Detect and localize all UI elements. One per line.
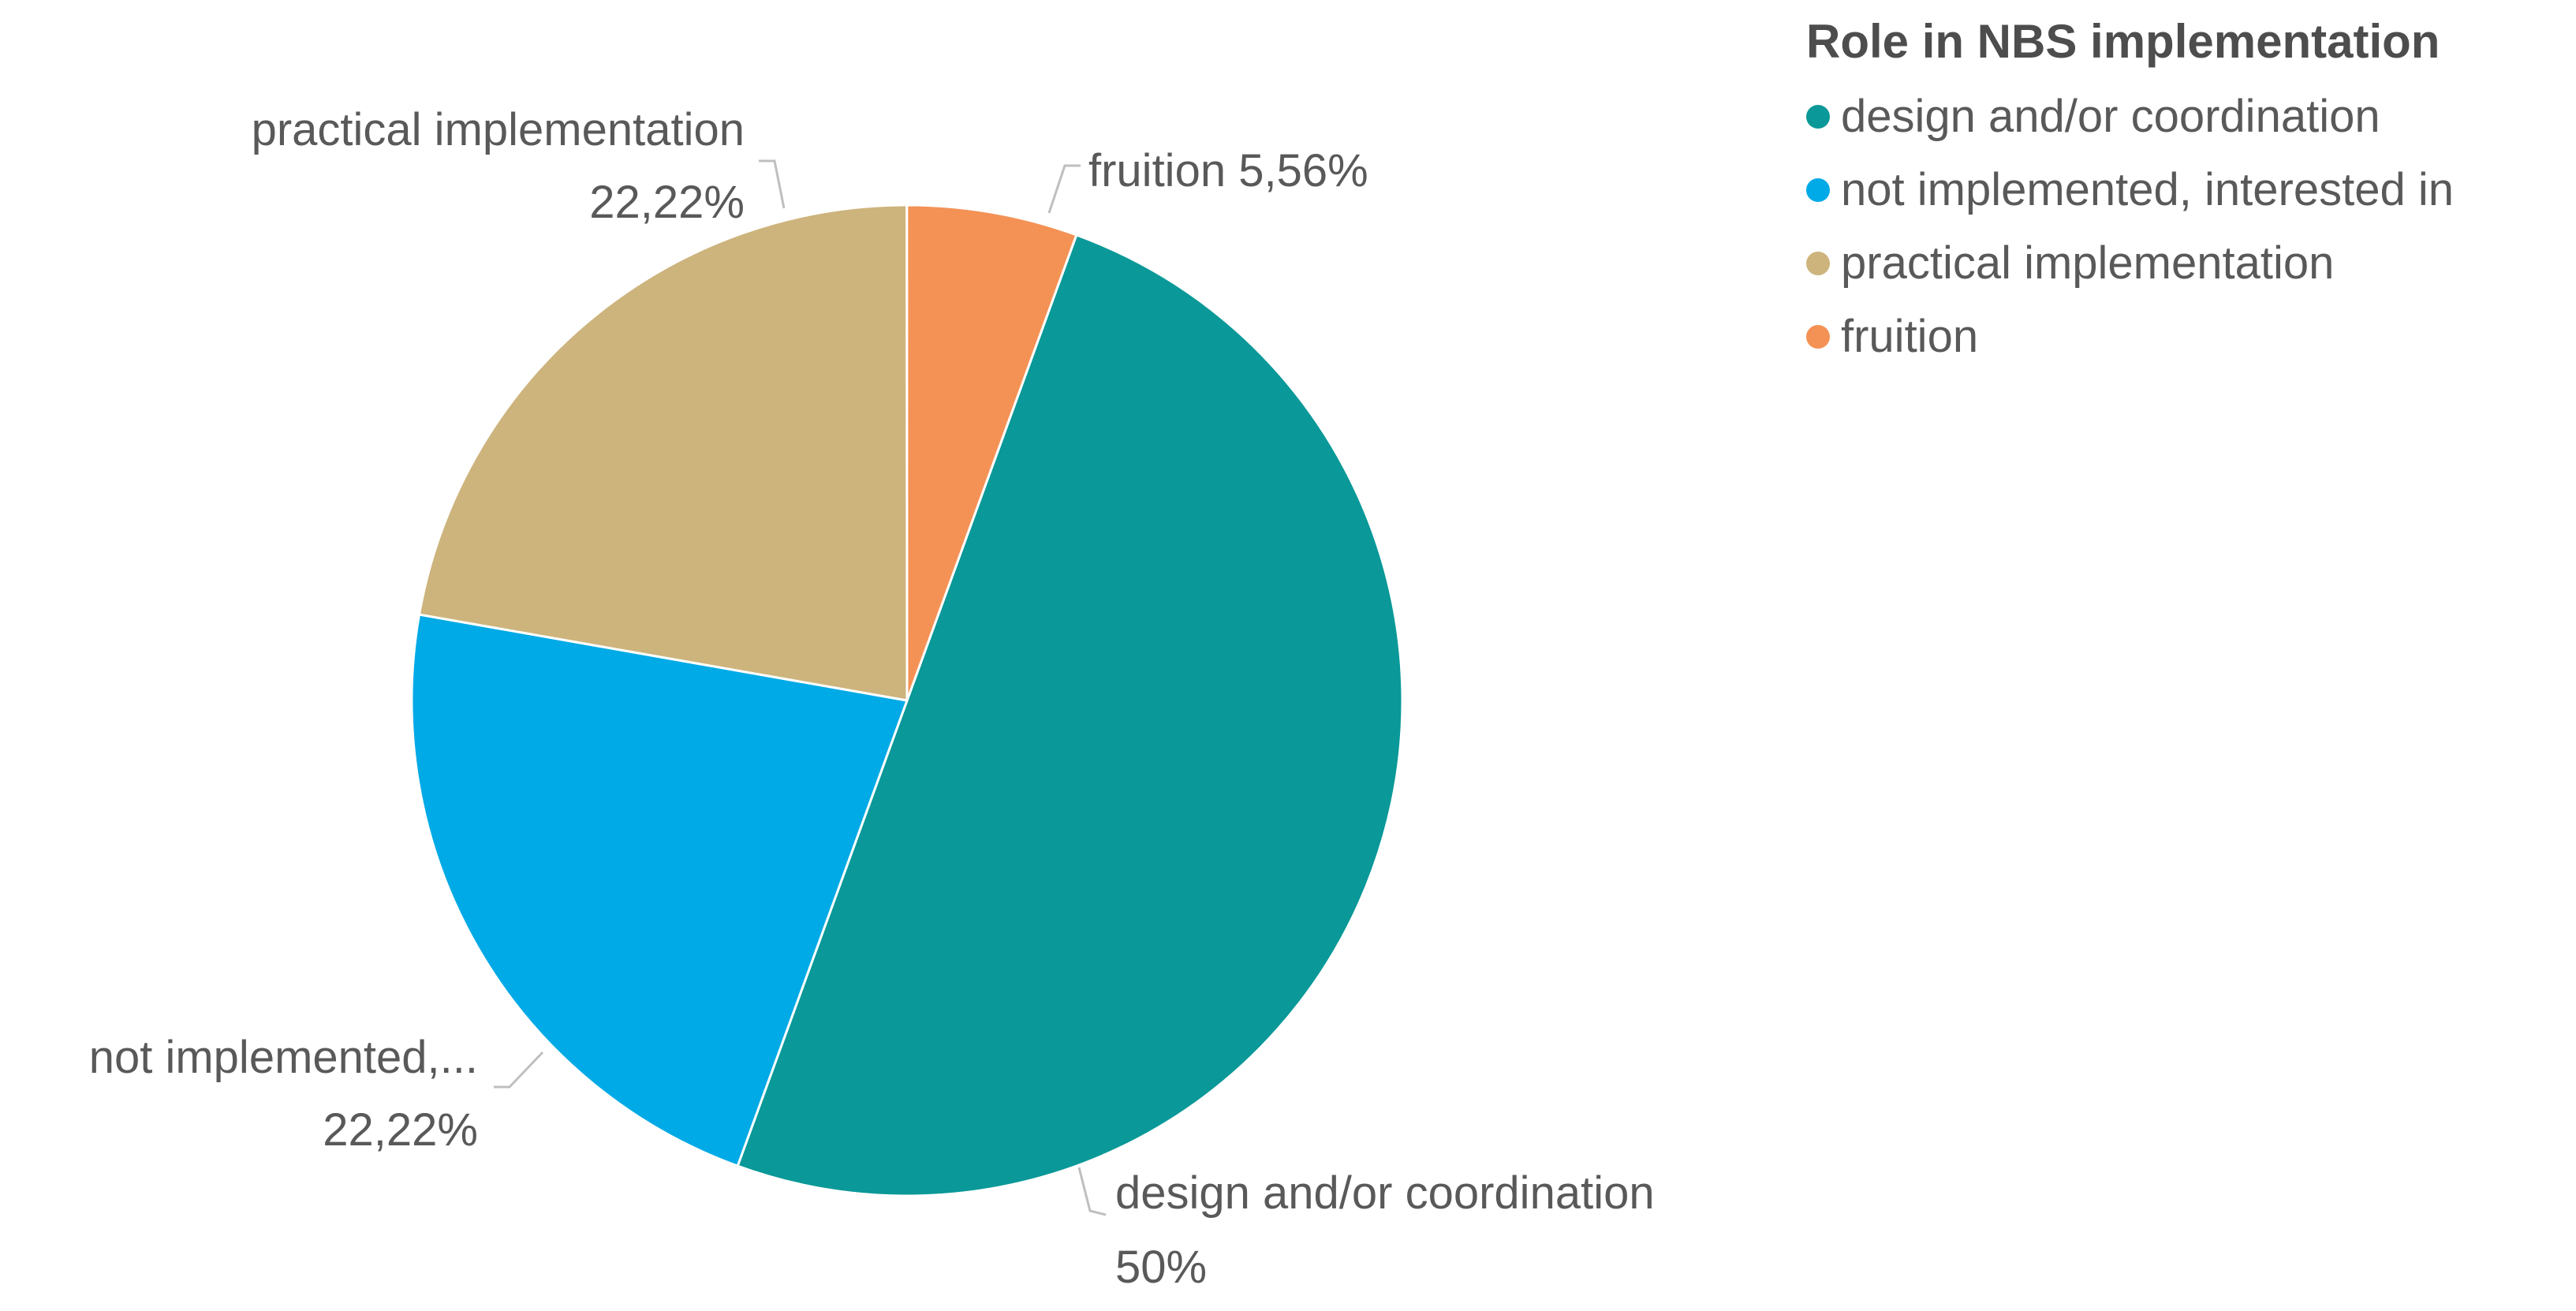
- leader-line: [1047, 164, 1081, 214]
- pie-slice-not-implemented-interested-in: [410, 613, 909, 1168]
- data-label-design-value: 50%: [1115, 1242, 1207, 1293]
- data-label-practical-name: practical implementation: [252, 104, 745, 155]
- legend-label: design and/or coordination: [1841, 91, 2380, 142]
- legend-label: not implemented, interested in: [1841, 164, 2454, 215]
- legend-dot-icon: [1806, 104, 1830, 129]
- legend-dot-icon: [1806, 177, 1830, 202]
- pie-slice-design-and-or-coordination: [736, 233, 1404, 1197]
- leader-line: [1077, 1167, 1107, 1216]
- data-label-fruition: fruition 5,56%: [1088, 145, 1368, 196]
- data-label-leaders: [494, 159, 1107, 1216]
- legend-title: Role in NBS implementation: [1806, 15, 2440, 68]
- legend-label: practical implementation: [1841, 237, 2335, 289]
- chart-legend: Role in NBS implementation design and/or…: [1806, 14, 2454, 373]
- pie-slices: [410, 204, 1404, 1197]
- data-label-not-implemented-name: not implemented,...: [89, 1032, 478, 1083]
- data-label-design-name: design and/or coordination: [1115, 1167, 1655, 1219]
- data-labels: design and/or coordination 50% not imple…: [89, 104, 1655, 1293]
- legend-item-fruition: fruition: [1806, 300, 2454, 373]
- legend-item-not-implemented: not implemented, interested in: [1806, 153, 2454, 226]
- data-label-practical-value: 22,22%: [589, 177, 745, 228]
- legend-item-design: design and/or coordination: [1806, 80, 2454, 153]
- legend-item-practical: practical implementation: [1806, 226, 2454, 300]
- legend-dot-icon: [1806, 324, 1830, 349]
- pie-slice-fruition: [905, 204, 1078, 701]
- legend-dot-icon: [1806, 251, 1830, 275]
- leader-line: [759, 159, 786, 209]
- data-label-not-implemented-value: 22,22%: [323, 1104, 478, 1156]
- leader-line: [494, 1051, 544, 1089]
- pie-slice-practical-implementation: [417, 204, 909, 702]
- legend-label: fruition: [1841, 311, 1979, 362]
